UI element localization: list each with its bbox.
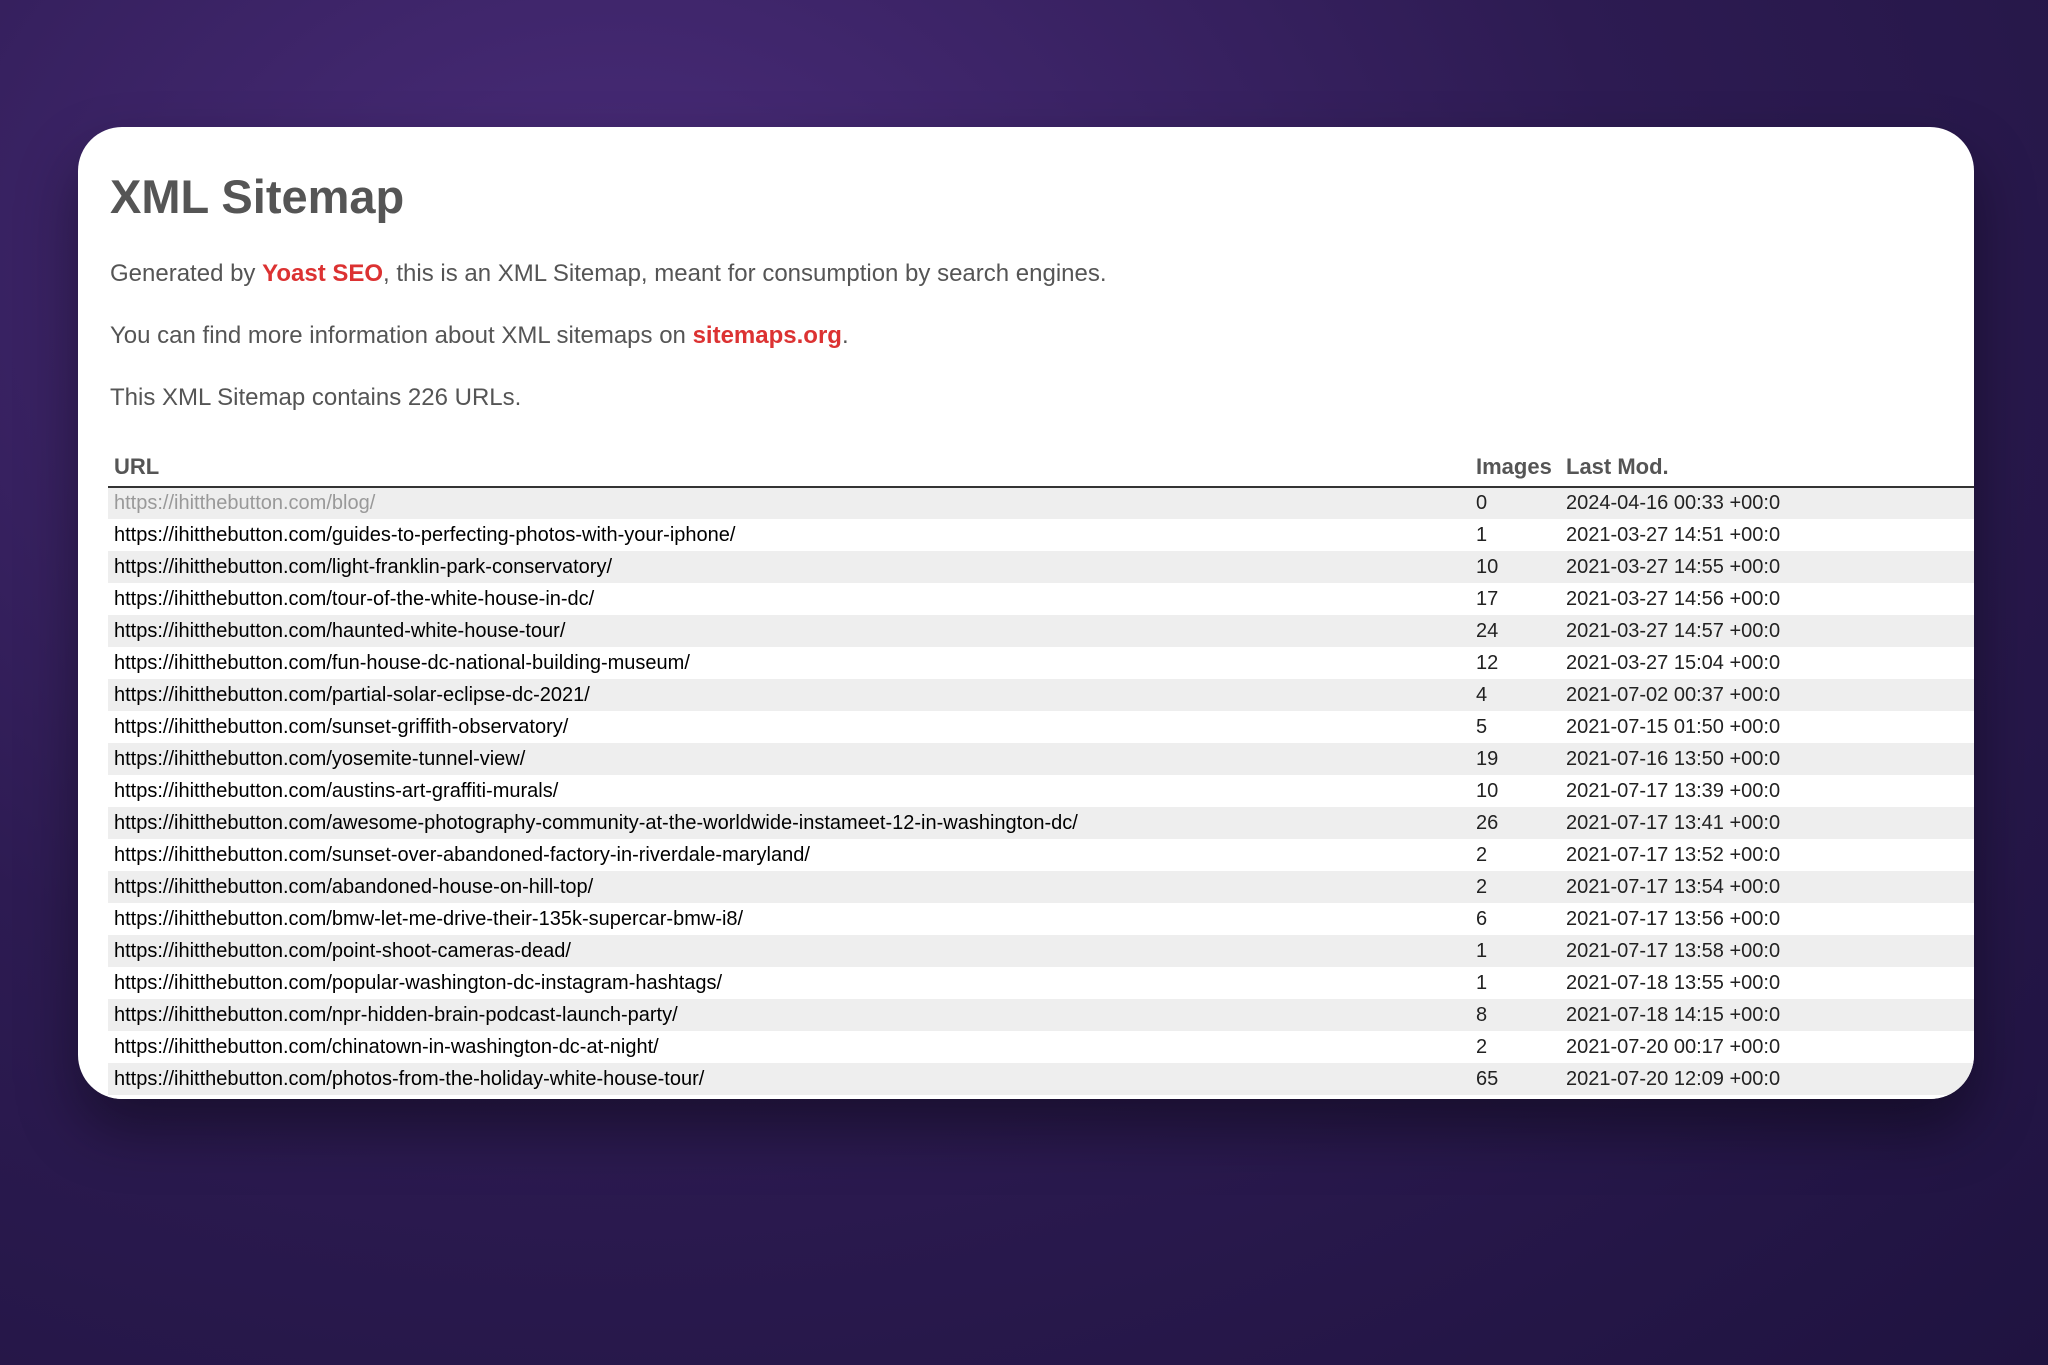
lastmod-cell: 2021-07-18 14:15 +00:0	[1560, 999, 1974, 1031]
yoast-link[interactable]: Yoast SEO	[262, 260, 383, 287]
images-cell: 24	[1470, 615, 1560, 647]
images-cell: 1	[1470, 935, 1560, 967]
lastmod-cell: 2021-03-27 14:51 +00:0	[1560, 519, 1974, 551]
url-cell[interactable]: https://ihitthebutton.com/blog/	[108, 487, 1470, 519]
lastmod-cell: 2021-03-27 15:04 +00:0	[1560, 647, 1974, 679]
more-info-prefix: You can find more information about XML …	[110, 322, 693, 349]
table-row: https://ihitthebutton.com/sunset-over-ab…	[108, 839, 1974, 871]
sitemap-table: URL Images Last Mod. https://ihitthebutt…	[108, 448, 1974, 1099]
images-cell: 65	[1470, 1063, 1560, 1095]
url-cell[interactable]: https://ihitthebutton.com/guides-to-perf…	[108, 519, 1470, 551]
lastmod-cell: 2021-07-17 13:52 +00:0	[1560, 839, 1974, 871]
images-cell: 1	[1470, 519, 1560, 551]
lastmod-cell: 2021-07-02 00:37 +00:0	[1560, 679, 1974, 711]
lastmod-cell: 2021-07-17 13:41 +00:0	[1560, 807, 1974, 839]
sitemap-window: XML Sitemap Generated by Yoast SEO, this…	[78, 127, 1974, 1099]
lastmod-cell: 2021-08-02 15:03 +00	[1560, 1095, 1974, 1099]
url-cell[interactable]: https://ihitthebutton.com/bmw-let-me-dri…	[108, 903, 1470, 935]
url-count-line: This XML Sitemap contains 226 URLs.	[108, 384, 1974, 412]
url-cell[interactable]: https://ihitthebutton.com/sunset-griffit…	[108, 711, 1470, 743]
lastmod-cell: 2021-03-27 14:56 +00:0	[1560, 583, 1974, 615]
lastmod-cell: 2021-03-27 14:55 +00:0	[1560, 551, 1974, 583]
table-row: https://ihitthebutton.com/awesome-photog…	[108, 807, 1974, 839]
url-cell[interactable]: https://ihitthebutton.com/popular-washin…	[108, 967, 1470, 999]
lastmod-cell: 2021-07-18 13:55 +00:0	[1560, 967, 1974, 999]
table-row: https://ihitthebutton.com/haunted-white-…	[108, 615, 1974, 647]
table-row: https://ihitthebutton.com/blog/02024-04-…	[108, 487, 1974, 519]
table-row: https://ihitthebutton.com/partial-solar-…	[108, 679, 1974, 711]
column-header-images: Images	[1470, 448, 1560, 487]
generated-suffix: , this is an XML Sitemap, meant for cons…	[383, 260, 1106, 287]
table-row: https://ihitthebutton.com/photos-from-th…	[108, 1063, 1974, 1095]
images-cell: 2	[1470, 1031, 1560, 1063]
table-row: https://ihitthebutton.com/photos-top-was…	[108, 1095, 1974, 1099]
table-row: https://ihitthebutton.com/light-franklin…	[108, 551, 1974, 583]
lastmod-cell: 2021-07-17 13:39 +00:0	[1560, 775, 1974, 807]
url-cell[interactable]: https://ihitthebutton.com/yosemite-tunne…	[108, 743, 1470, 775]
url-cell[interactable]: https://ihitthebutton.com/sunset-over-ab…	[108, 839, 1470, 871]
lastmod-cell: 2021-07-17 13:58 +00:0	[1560, 935, 1974, 967]
images-cell: 10	[1470, 775, 1560, 807]
url-cell[interactable]: https://ihitthebutton.com/abandoned-hous…	[108, 871, 1470, 903]
url-cell[interactable]: https://ihitthebutton.com/photos-top-was…	[108, 1095, 1470, 1099]
lastmod-cell: 2021-07-16 13:50 +00:0	[1560, 743, 1974, 775]
table-row: https://ihitthebutton.com/yosemite-tunne…	[108, 743, 1974, 775]
table-body: https://ihitthebutton.com/blog/02024-04-…	[108, 487, 1974, 1099]
column-header-lastmod: Last Mod.	[1560, 448, 1974, 487]
images-cell: 19	[1470, 743, 1560, 775]
images-cell: 8	[1470, 999, 1560, 1031]
url-cell[interactable]: https://ihitthebutton.com/chinatown-in-w…	[108, 1031, 1470, 1063]
table-row: https://ihitthebutton.com/tour-of-the-wh…	[108, 583, 1974, 615]
table-row: https://ihitthebutton.com/npr-hidden-bra…	[108, 999, 1974, 1031]
images-cell: 5	[1470, 711, 1560, 743]
images-cell: 2	[1470, 871, 1560, 903]
table-row: https://ihitthebutton.com/point-shoot-ca…	[108, 935, 1974, 967]
table-row: https://ihitthebutton.com/guides-to-perf…	[108, 519, 1974, 551]
url-cell[interactable]: https://ihitthebutton.com/tour-of-the-wh…	[108, 583, 1470, 615]
lastmod-cell: 2021-07-17 13:56 +00:0	[1560, 903, 1974, 935]
table-header-row: URL Images Last Mod.	[108, 448, 1974, 487]
images-cell: 10	[1470, 551, 1560, 583]
url-cell[interactable]: https://ihitthebutton.com/light-franklin…	[108, 551, 1470, 583]
url-cell[interactable]: https://ihitthebutton.com/npr-hidden-bra…	[108, 999, 1470, 1031]
column-header-url: URL	[108, 448, 1470, 487]
url-cell[interactable]: https://ihitthebutton.com/partial-solar-…	[108, 679, 1470, 711]
table-row: https://ihitthebutton.com/sunset-griffit…	[108, 711, 1974, 743]
images-cell: 17	[1470, 1095, 1560, 1099]
table-row: https://ihitthebutton.com/fun-house-dc-n…	[108, 647, 1974, 679]
images-cell: 1	[1470, 967, 1560, 999]
images-cell: 6	[1470, 903, 1560, 935]
images-cell: 17	[1470, 583, 1560, 615]
url-cell[interactable]: https://ihitthebutton.com/awesome-photog…	[108, 807, 1470, 839]
table-row: https://ihitthebutton.com/austins-art-gr…	[108, 775, 1974, 807]
more-info-line: You can find more information about XML …	[108, 322, 1974, 350]
lastmod-cell: 2021-07-20 12:09 +00:0	[1560, 1063, 1974, 1095]
lastmod-cell: 2021-07-15 01:50 +00:0	[1560, 711, 1974, 743]
images-cell: 2	[1470, 839, 1560, 871]
images-cell: 12	[1470, 647, 1560, 679]
url-cell[interactable]: https://ihitthebutton.com/haunted-white-…	[108, 615, 1470, 647]
page-title: XML Sitemap	[108, 169, 1974, 224]
url-cell[interactable]: https://ihitthebutton.com/fun-house-dc-n…	[108, 647, 1470, 679]
table-row: https://ihitthebutton.com/abandoned-hous…	[108, 871, 1974, 903]
url-cell[interactable]: https://ihitthebutton.com/point-shoot-ca…	[108, 935, 1470, 967]
lastmod-cell: 2021-07-17 13:54 +00:0	[1560, 871, 1974, 903]
more-info-suffix: .	[842, 322, 849, 349]
table-row: https://ihitthebutton.com/chinatown-in-w…	[108, 1031, 1974, 1063]
lastmod-cell: 2021-07-20 00:17 +00:0	[1560, 1031, 1974, 1063]
lastmod-cell: 2024-04-16 00:33 +00:0	[1560, 487, 1974, 519]
images-cell: 4	[1470, 679, 1560, 711]
lastmod-cell: 2021-03-27 14:57 +00:0	[1560, 615, 1974, 647]
generated-prefix: Generated by	[110, 260, 262, 287]
url-cell[interactable]: https://ihitthebutton.com/austins-art-gr…	[108, 775, 1470, 807]
generated-line: Generated by Yoast SEO, this is an XML S…	[108, 260, 1974, 288]
sitemaps-org-link[interactable]: sitemaps.org	[693, 322, 842, 349]
table-row: https://ihitthebutton.com/bmw-let-me-dri…	[108, 903, 1974, 935]
images-cell: 0	[1470, 487, 1560, 519]
url-cell[interactable]: https://ihitthebutton.com/photos-from-th…	[108, 1063, 1470, 1095]
images-cell: 26	[1470, 807, 1560, 839]
table-row: https://ihitthebutton.com/popular-washin…	[108, 967, 1974, 999]
